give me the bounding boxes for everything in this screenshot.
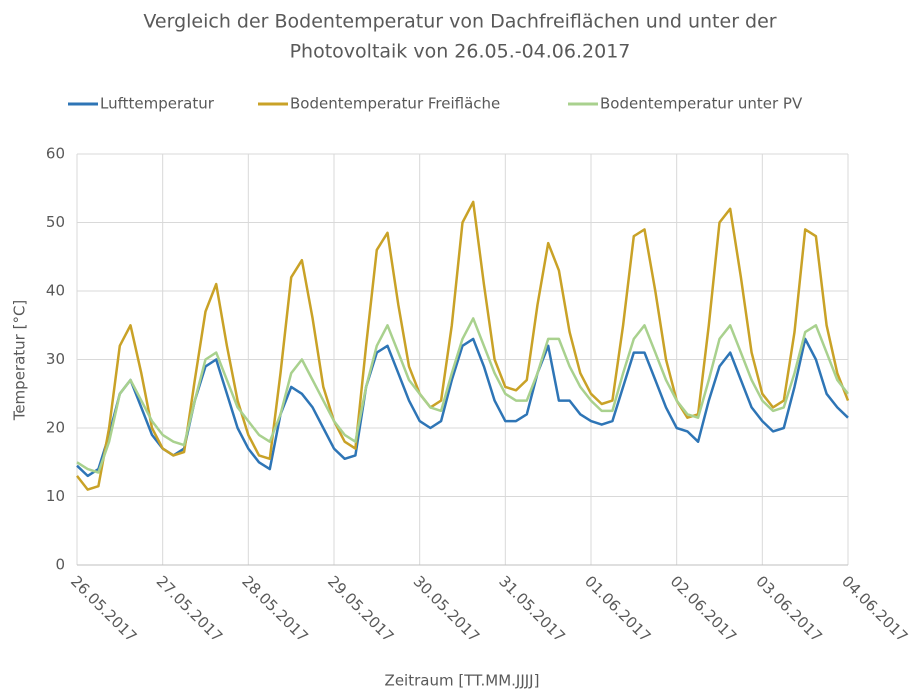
x-tick-label: 27.05.2017: [153, 572, 226, 645]
chart-title: Photovoltaik von 26.05.-04.06.2017: [290, 41, 631, 63]
x-tick-label: 04.06.2017: [838, 572, 911, 645]
x-axis-label: Zeitraum [TT.MM.JJJJ]: [385, 672, 540, 690]
y-axis-label: Temperatur [°C]: [11, 300, 29, 422]
y-tick-label: 60: [46, 145, 65, 163]
legend-label: Bodentemperatur unter PV: [600, 95, 803, 113]
x-tick-label: 01.06.2017: [581, 572, 654, 645]
x-tick-label: 29.05.2017: [324, 572, 397, 645]
chart-title: Vergleich der Bodentemperatur von Dachfr…: [143, 11, 776, 33]
y-tick-label: 50: [46, 213, 65, 231]
x-tick-label: 30.05.2017: [410, 572, 483, 645]
series-line: [76, 337, 849, 478]
y-tick-label: 30: [46, 350, 65, 368]
x-tick-label: 02.06.2017: [667, 572, 740, 645]
legend-label: Lufttemperatur: [100, 95, 215, 113]
x-tick-label: 26.05.2017: [67, 572, 140, 645]
series-line: [76, 200, 850, 491]
series-line: [76, 317, 849, 474]
y-tick-label: 20: [46, 419, 65, 437]
y-tick-label: 0: [55, 556, 65, 574]
x-tick-label: 28.05.2017: [238, 572, 311, 645]
x-tick-label: 03.06.2017: [752, 572, 825, 645]
x-tick-label: 31.05.2017: [495, 572, 568, 645]
y-tick-label: 10: [46, 487, 65, 505]
y-tick-label: 40: [46, 282, 65, 300]
legend-label: Bodentemperatur Freifläche: [290, 95, 500, 113]
